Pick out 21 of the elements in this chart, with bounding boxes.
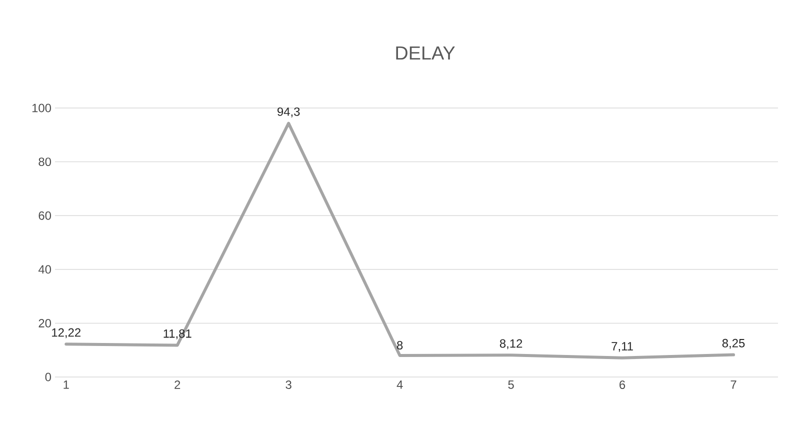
y-tick-label: 80 [38, 158, 52, 166]
data-label: 11,81 [164, 329, 192, 340]
data-label: 8,12 [500, 339, 522, 350]
data-label: 8 [397, 341, 403, 350]
y-tick-label: 100 [32, 104, 52, 112]
data-label: 12,22 [52, 328, 80, 338]
x-tick-label: 5 [508, 380, 514, 389]
x-tick-label: 4 [396, 380, 403, 389]
data-label: 8,25 [722, 338, 745, 349]
x-tick-label: 3 [286, 380, 292, 389]
data-label: 7,11 [612, 342, 633, 352]
x-tick-label: 7 [730, 380, 736, 389]
y-tick-label: 20 [38, 318, 52, 328]
x-tick-label: 2 [174, 380, 180, 389]
y-tick-label: 0 [45, 372, 52, 382]
y-tick-label: 60 [38, 211, 52, 220]
x-tick-label: 6 [620, 380, 626, 389]
y-tick-label: 40 [38, 265, 52, 274]
chart-title: DELAY [396, 46, 455, 60]
x-tick-label: 1 [64, 380, 69, 389]
data-label: 94,3 [278, 107, 300, 118]
